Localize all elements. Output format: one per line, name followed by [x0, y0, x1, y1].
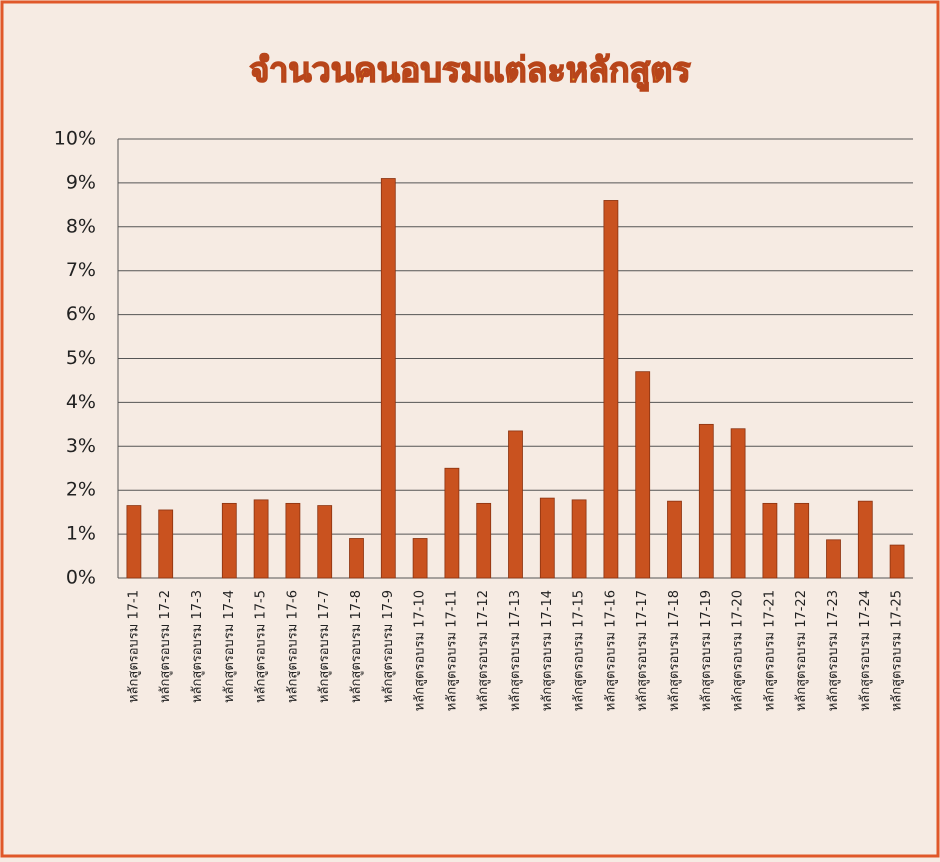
x-tick-label: หลักสูตรอบรม 17-4 — [222, 590, 237, 703]
bar — [381, 179, 395, 578]
x-tick-label: หลักสูตรอบรม 17-5 — [254, 590, 269, 703]
page: {"chart_data": {"type": "bar", "title": … — [0, 0, 940, 858]
y-tick-label: 9% — [66, 171, 96, 193]
bar — [540, 498, 554, 578]
bar — [413, 538, 427, 578]
bar — [318, 506, 332, 578]
x-tick-label: หลักสูตรอบรม 17-1 — [126, 590, 141, 703]
x-tick-label: หลักสูตรอบรม 17-9 — [381, 590, 396, 703]
bar — [668, 501, 682, 578]
bar — [731, 429, 745, 578]
y-tick-label: 1% — [66, 523, 96, 545]
x-tick-label: หลักสูตรอบรม 17-21 — [762, 590, 777, 711]
x-tick-label: หลักสูตรอบรม 17-10 — [413, 590, 428, 711]
frame-border — [2, 2, 938, 856]
bar — [699, 424, 713, 578]
x-tick-label: หลักสูตรอบรม 17-14 — [540, 590, 555, 711]
x-tick-label: หลักสูตรอบรม 17-23 — [826, 590, 841, 711]
x-tick-label: หลักสูตรอบรม 17-17 — [635, 590, 650, 711]
y-tick-label: 0% — [66, 567, 96, 589]
bar — [159, 510, 173, 578]
x-tick-label: หลักสูตรอบรม 17-20 — [731, 590, 746, 711]
x-tick-label: หลักสูตรอบรม 17-19 — [699, 590, 714, 711]
bar — [858, 501, 872, 578]
bar — [445, 468, 459, 578]
bar — [827, 540, 841, 578]
y-tick-label: 5% — [66, 347, 96, 369]
y-tick-label: 3% — [66, 435, 96, 457]
bar — [795, 503, 809, 578]
bar — [636, 372, 650, 578]
x-tick-label: หลักสูตรอบรม 17-25 — [890, 590, 905, 711]
x-tick-label: หลักสูตรอบรม 17-3 — [190, 590, 205, 703]
x-tick-label: หลักสูตรอบรม 17-16 — [603, 590, 618, 711]
bar — [763, 503, 777, 578]
y-tick-label: 4% — [66, 391, 96, 413]
bar — [286, 503, 300, 578]
bar — [222, 503, 236, 578]
bar — [477, 503, 491, 578]
x-tick-label: หลักสูตรอบรม 17-22 — [794, 590, 809, 711]
x-tick-label: หลักสูตรอบรม 17-8 — [349, 590, 364, 703]
x-tick-label: หลักสูตรอบรม 17-6 — [285, 590, 300, 703]
bar — [127, 506, 141, 578]
x-tick-label: หลักสูตรอบรม 17-15 — [572, 590, 587, 711]
x-tick-label: หลักสูตรอบรม 17-24 — [858, 590, 873, 711]
bar — [604, 200, 618, 578]
y-tick-label: 8% — [66, 215, 96, 237]
bar — [890, 545, 904, 578]
x-tick-label: หลักสูตรอบรม 17-2 — [158, 590, 173, 703]
x-tick-label: หลักสูตรอบรม 17-12 — [476, 590, 491, 711]
x-tick-label: หลักสูตรอบรม 17-18 — [667, 590, 682, 711]
bar — [572, 500, 586, 578]
bar — [350, 538, 364, 578]
x-tick-label: หลักสูตรอบรม 17-13 — [508, 590, 523, 711]
x-tick-label: หลักสูตรอบรม 17-7 — [317, 590, 332, 703]
y-tick-label: 10% — [54, 128, 96, 150]
bar — [509, 431, 523, 578]
chart: จำนวนคนอบรมแต่ละหลักสูตร 0% 1% 2% 3% 4% 5% 6% 7… — [0, 0, 940, 858]
y-tick-label: 6% — [66, 303, 96, 325]
bar — [254, 500, 268, 578]
y-tick-label: 7% — [66, 259, 96, 281]
x-tick-label: หลักสูตรอบรม 17-11 — [444, 590, 459, 711]
y-tick-label: 2% — [66, 479, 96, 501]
chart-title: จำนวนคนอบรมแต่ละหลักสูตร — [249, 51, 691, 92]
